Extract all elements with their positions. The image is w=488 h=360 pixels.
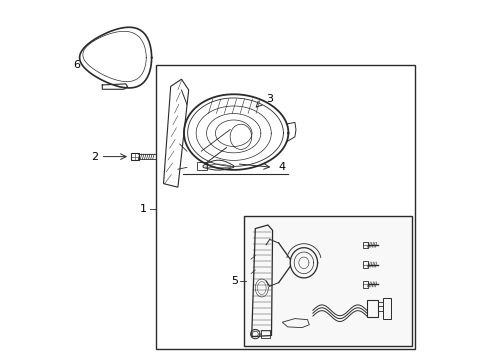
Text: 4: 4 bbox=[278, 162, 285, 172]
FancyBboxPatch shape bbox=[244, 216, 411, 346]
Text: 5: 5 bbox=[230, 276, 238, 286]
Text: 2: 2 bbox=[91, 152, 99, 162]
Text: 3: 3 bbox=[265, 94, 273, 104]
Text: 6: 6 bbox=[73, 60, 80, 70]
Text: 1: 1 bbox=[140, 204, 147, 214]
